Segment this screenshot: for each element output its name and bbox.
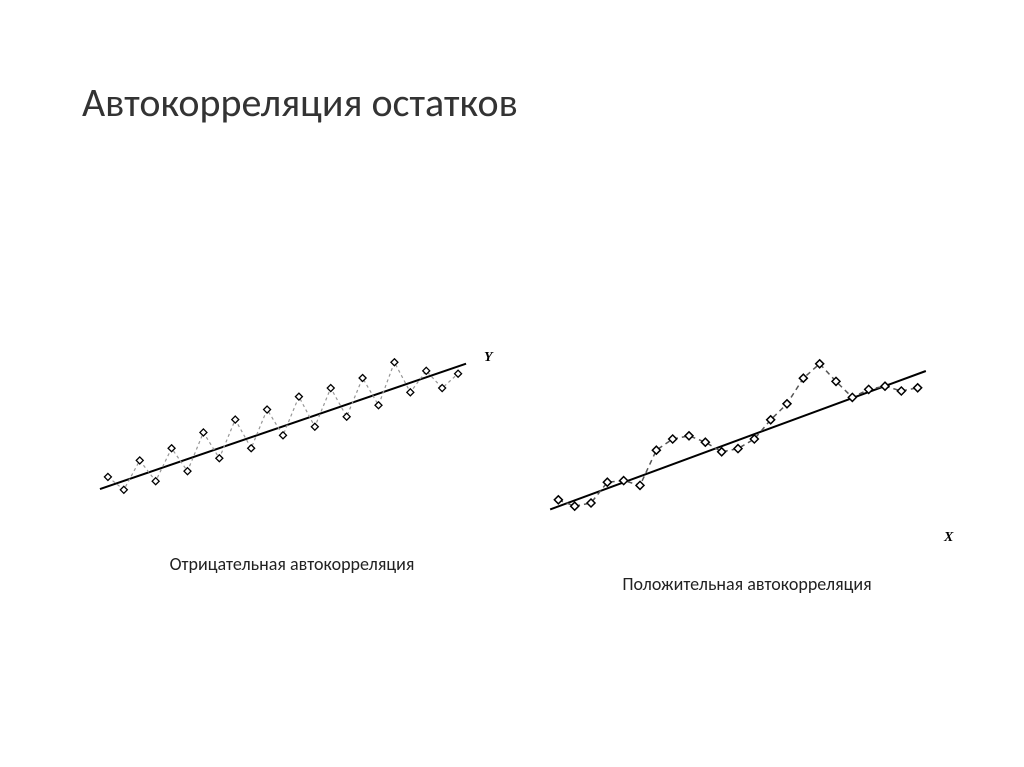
data-marker bbox=[184, 468, 191, 475]
data-marker bbox=[280, 432, 287, 439]
charts-row: Y Отрицательная автокорреляция X Положит… bbox=[82, 325, 962, 595]
data-marker bbox=[685, 432, 693, 440]
negative-autocorrelation-chart: Y bbox=[82, 325, 502, 525]
data-marker bbox=[120, 486, 127, 493]
data-marker bbox=[359, 375, 366, 382]
data-marker bbox=[375, 402, 382, 409]
data-marker bbox=[343, 413, 350, 420]
right-chart-caption: Положительная автокорреляция bbox=[622, 573, 871, 595]
data-marker bbox=[216, 455, 223, 462]
data-marker bbox=[455, 370, 462, 377]
data-marker bbox=[701, 438, 709, 446]
data-marker bbox=[897, 387, 905, 395]
page-title: Автокорреляция остатков bbox=[82, 78, 518, 127]
data-marker bbox=[848, 393, 856, 401]
data-marker bbox=[914, 384, 922, 392]
data-marker bbox=[734, 445, 742, 453]
data-marker bbox=[104, 473, 111, 480]
data-marker bbox=[718, 448, 726, 456]
data-marker bbox=[200, 429, 207, 436]
data-marker bbox=[311, 423, 318, 430]
data-marker bbox=[152, 478, 159, 485]
data-marker bbox=[554, 496, 562, 504]
left-chart-caption: Отрицательная автокорреляция bbox=[170, 553, 415, 575]
data-marker bbox=[295, 393, 302, 400]
y-axis-label: Y bbox=[484, 350, 494, 365]
data-marker bbox=[327, 385, 334, 392]
data-polyline bbox=[558, 364, 917, 506]
left-chart-block: Y Отрицательная автокорреляция bbox=[82, 325, 502, 595]
data-marker bbox=[264, 406, 271, 413]
data-marker bbox=[799, 374, 807, 382]
data-marker bbox=[571, 502, 579, 510]
right-chart-block: X Положительная автокорреляция bbox=[532, 325, 962, 595]
data-marker bbox=[407, 389, 414, 396]
data-marker bbox=[232, 416, 239, 423]
data-marker bbox=[783, 400, 791, 408]
data-marker bbox=[881, 382, 889, 390]
data-marker bbox=[136, 457, 143, 464]
data-marker bbox=[248, 445, 255, 452]
x-axis-label: X bbox=[943, 530, 954, 545]
positive-autocorrelation-chart: X bbox=[532, 325, 962, 545]
regression-line bbox=[100, 364, 466, 489]
data-marker bbox=[168, 445, 175, 452]
data-marker bbox=[636, 481, 644, 489]
data-marker bbox=[391, 359, 398, 366]
